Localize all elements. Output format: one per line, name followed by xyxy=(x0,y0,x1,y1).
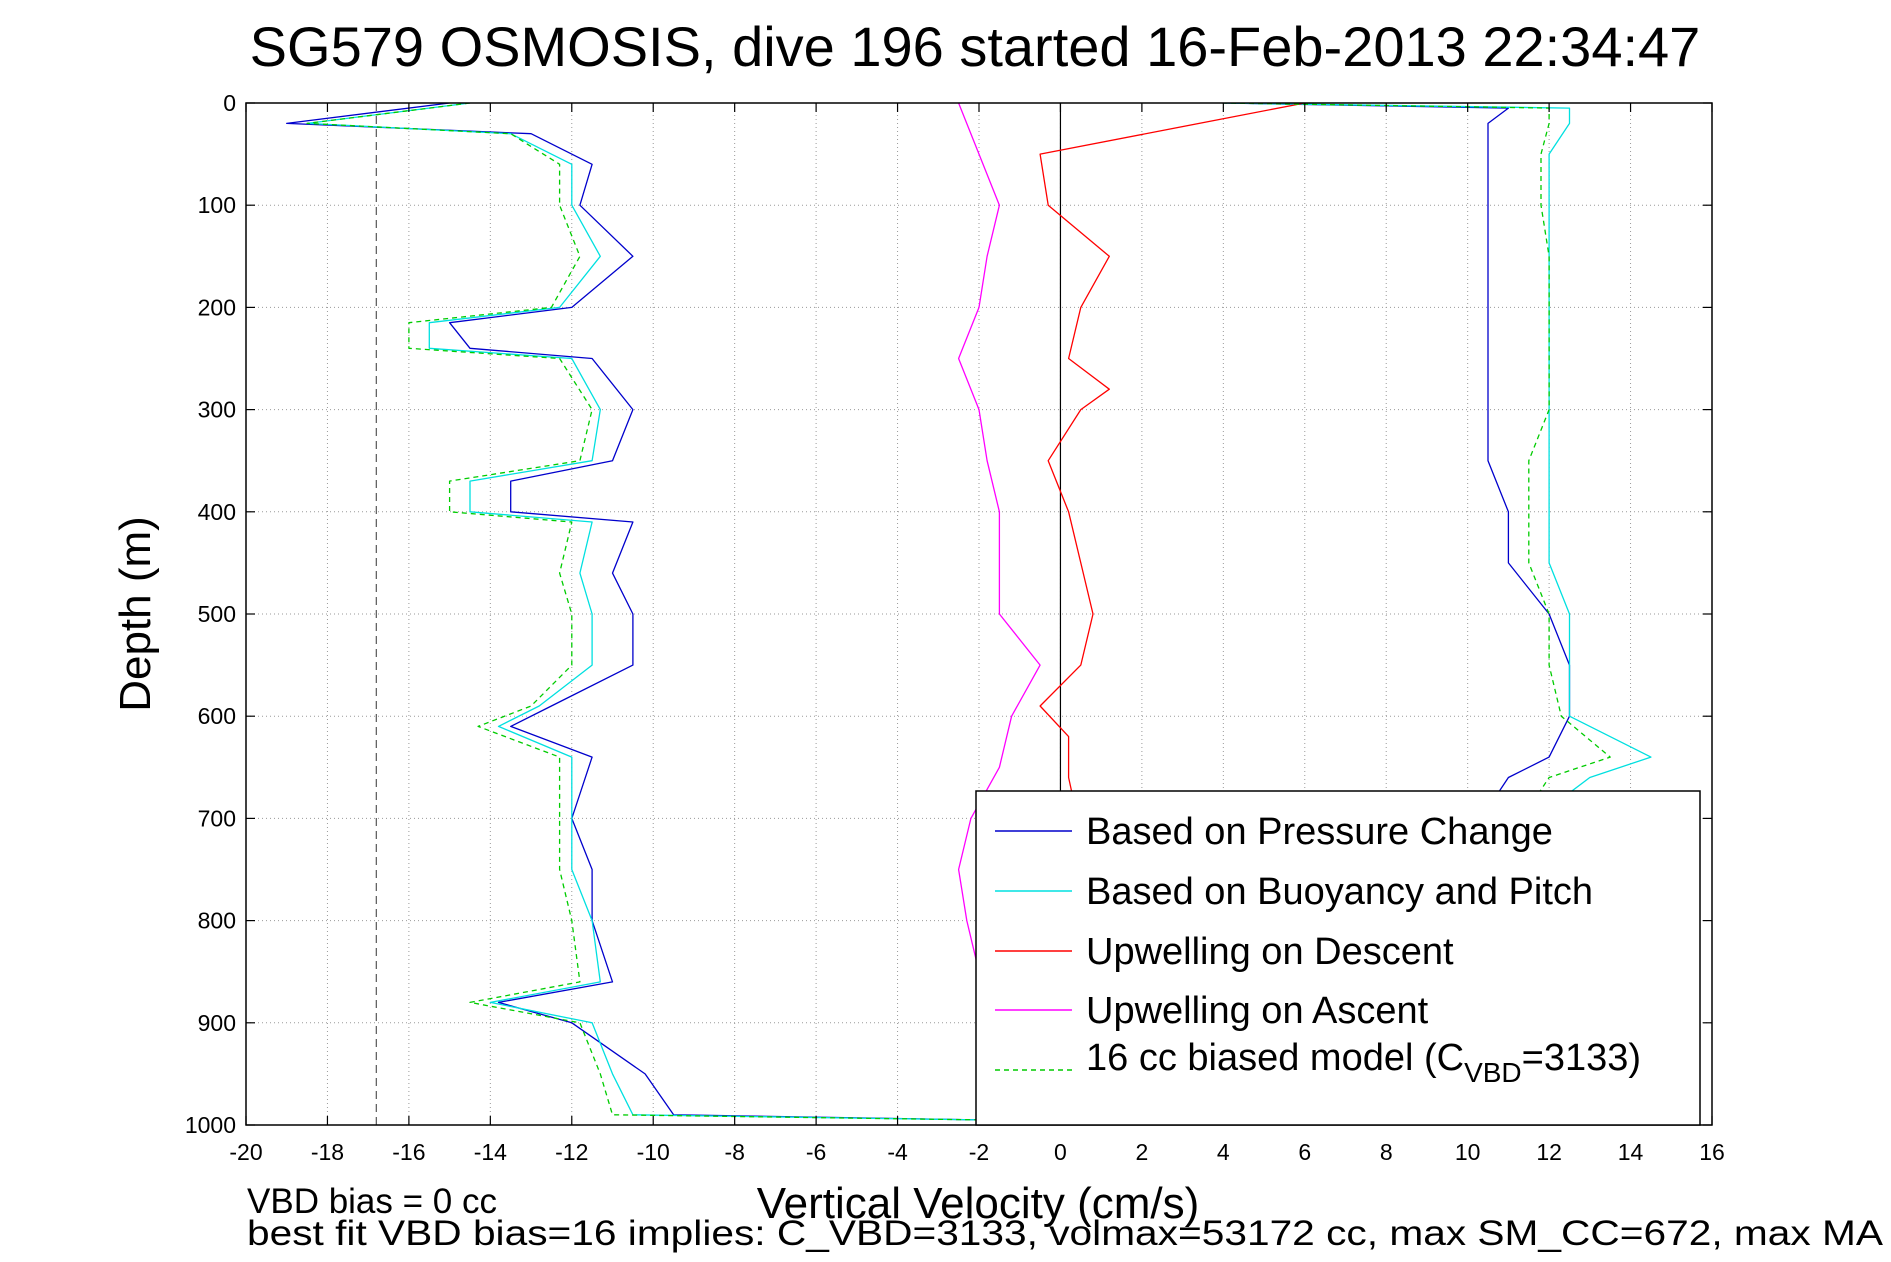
legend-model-prefix: 16 cc biased model (C xyxy=(1086,1037,1464,1079)
svg-text:16 cc biased model (CVBD=3133): 16 cc biased model (CVBD=3133) xyxy=(1086,1037,1641,1088)
chart-title: SG579 OSMOSIS, dive 196 started 16-Feb-2… xyxy=(250,15,1701,78)
x-tick-label: 14 xyxy=(1618,1139,1644,1165)
legend-model-entry: 16 cc biased model (CVBD=3133) xyxy=(995,1037,1641,1088)
footnote-line-2: best fit VBD bias=16 implies: C_VBD=3133… xyxy=(247,1214,1884,1253)
x-ticks: -20 -18 -16 -14 -12 -10 -8 -6 -4 -2 0 2 4 6 8 10 12 14 16 xyxy=(229,103,1725,1165)
series-3-line xyxy=(957,103,1041,972)
y-tick-label: 900 xyxy=(198,1010,236,1036)
legend: Based on Pressure Change Based on Buoyanc… xyxy=(975,790,1701,1126)
legend-model-subscript: VBD xyxy=(1464,1057,1522,1088)
x-axis-label: Vertical Velocity (cm/s) xyxy=(757,1179,1200,1228)
legend-entry-label: Based on Buoyancy and Pitch xyxy=(1086,871,1593,913)
y-tick-label: 100 xyxy=(198,192,236,218)
y-tick-label: 700 xyxy=(198,805,236,831)
series-0-line xyxy=(286,103,1571,1125)
x-tick-label: 12 xyxy=(1536,1139,1562,1165)
x-tick-label: -2 xyxy=(969,1139,989,1165)
y-tick-label: 500 xyxy=(198,601,236,627)
x-tick-label: 8 xyxy=(1380,1139,1393,1165)
x-tick-label: -14 xyxy=(474,1139,507,1165)
x-tick-label: -10 xyxy=(637,1139,670,1165)
x-tick-label: -12 xyxy=(555,1139,588,1165)
x-tick-label: -4 xyxy=(887,1139,908,1165)
y-ticks: 0 100 200 300 400 500 600 700 800 900 1000 xyxy=(185,90,1712,1138)
y-axis-label: Depth (m) xyxy=(111,516,160,712)
x-tick-label: 10 xyxy=(1455,1139,1481,1165)
x-tick-label: -8 xyxy=(724,1139,744,1165)
y-tick-label: 200 xyxy=(198,294,236,320)
y-tick-label: 300 xyxy=(198,397,236,423)
y-tick-label: 600 xyxy=(198,703,236,729)
x-tick-label: -6 xyxy=(806,1139,826,1165)
legend-entry-label: Upwelling on Descent xyxy=(1086,931,1454,973)
series-layer xyxy=(286,103,1652,1125)
x-tick-label: 2 xyxy=(1135,1139,1148,1165)
x-tick-label: 16 xyxy=(1699,1139,1725,1165)
x-tick-label: 6 xyxy=(1298,1139,1311,1165)
series-1-line xyxy=(306,103,1652,1125)
x-tick-label: -20 xyxy=(229,1139,262,1165)
x-tick-label: 4 xyxy=(1217,1139,1230,1165)
y-tick-label: 400 xyxy=(198,499,236,525)
series-2-line xyxy=(1039,103,1305,1115)
y-tick-label: 1000 xyxy=(185,1112,236,1138)
legend-entry-label: Based on Pressure Change xyxy=(1086,811,1553,853)
footnote-line-1: VBD bias = 0 cc xyxy=(247,1182,497,1221)
x-tick-label: 0 xyxy=(1054,1139,1067,1165)
y-tick-label: 0 xyxy=(223,90,236,116)
x-tick-label: -18 xyxy=(311,1139,344,1165)
series-4-line xyxy=(306,103,1611,1125)
legend-entry-label: Upwelling on Ascent xyxy=(1086,990,1429,1032)
y-tick-label: 800 xyxy=(198,908,236,934)
x-tick-label: -16 xyxy=(392,1139,425,1165)
legend-model-suffix: =3133) xyxy=(1522,1037,1641,1079)
